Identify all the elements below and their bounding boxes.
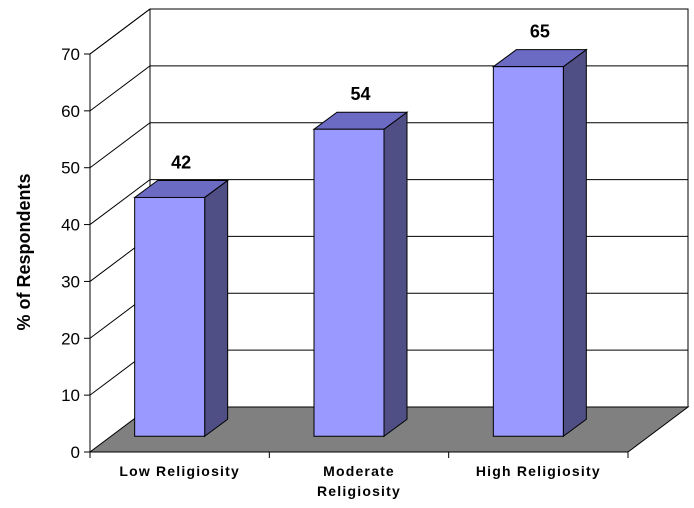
- bar-side: [204, 179, 229, 438]
- bar-side: [383, 111, 408, 438]
- y-tick-label: 20: [61, 329, 80, 348]
- bar: [133, 179, 230, 438]
- y-tick-label: 30: [61, 272, 80, 291]
- bar: [491, 48, 588, 438]
- data-label: 42: [171, 152, 191, 172]
- gridline: [89, 8, 688, 55]
- axes: [84, 53, 629, 458]
- bar-side: [562, 48, 587, 438]
- data-labels: 42 54 65: [171, 22, 550, 173]
- y-tick-labels: 0 10 20 30 40 50 60 70: [61, 45, 80, 462]
- back-wall: [149, 8, 689, 407]
- gridline: [89, 65, 688, 112]
- y-axis-title: % of Respondents: [14, 173, 34, 330]
- bars: [133, 48, 588, 438]
- bar-front: [313, 128, 385, 437]
- x-category-label: Moderate Religiosity: [317, 463, 401, 499]
- bar: [312, 111, 409, 438]
- y-tick-label: 50: [61, 159, 80, 178]
- bar-front: [134, 196, 206, 437]
- y-tick-label: 60: [61, 102, 80, 121]
- y-tick-label: 70: [61, 45, 80, 64]
- y-tick-label: 0: [71, 443, 80, 462]
- y-tick-label: 40: [61, 216, 80, 235]
- bar-front: [492, 66, 564, 437]
- y-tick-label: 10: [61, 386, 80, 405]
- data-label: 65: [530, 22, 550, 42]
- x-category-labels: Low Religiosity Moderate Religiosity High R…: [119, 463, 601, 499]
- x-category-label: High Religiosity: [476, 463, 601, 479]
- x-category-label: Low Religiosity: [119, 463, 240, 479]
- data-label: 54: [350, 84, 370, 104]
